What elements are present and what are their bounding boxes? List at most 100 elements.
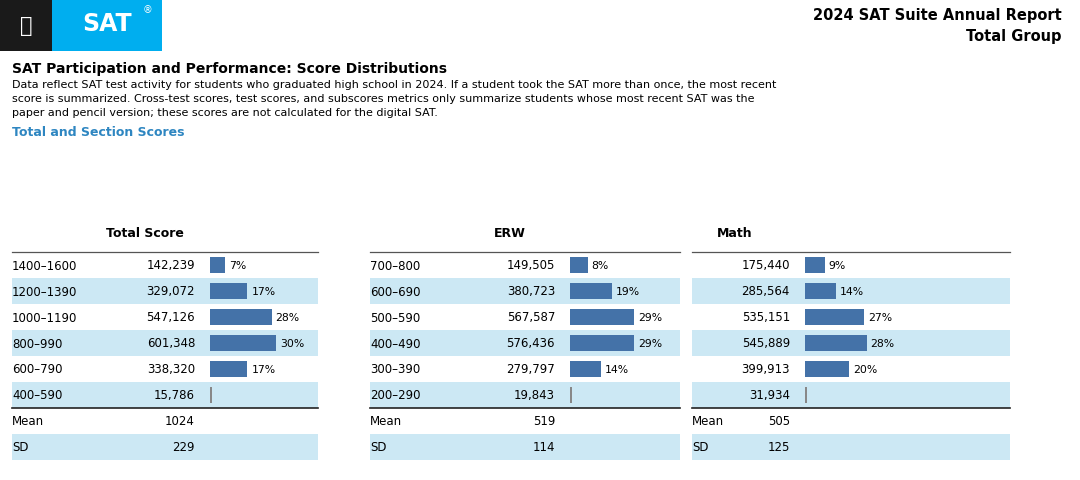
Text: 29%: 29%: [638, 338, 662, 348]
Text: 31,934: 31,934: [750, 389, 789, 402]
Text: 149,505: 149,505: [507, 259, 555, 272]
Text: 600–690: 600–690: [370, 285, 420, 298]
Bar: [805, 362, 849, 377]
Text: SAT Participation and Performance: Score Distributions: SAT Participation and Performance: Score…: [12, 62, 447, 76]
Text: 14%: 14%: [840, 287, 864, 296]
Bar: [210, 362, 247, 377]
Bar: [12, 382, 318, 408]
Text: 329,072: 329,072: [147, 285, 195, 298]
Text: 8%: 8%: [592, 261, 609, 270]
Bar: [370, 434, 680, 460]
Text: 14%: 14%: [605, 364, 629, 374]
Text: 27%: 27%: [868, 312, 892, 323]
Bar: [570, 362, 600, 377]
Bar: [692, 382, 1010, 408]
Text: Data reflect SAT test activity for students who graduated high school in 2024. I: Data reflect SAT test activity for stude…: [12, 80, 777, 90]
Bar: [570, 258, 588, 273]
Text: ERW: ERW: [494, 227, 526, 240]
Text: 400–490: 400–490: [370, 337, 420, 350]
Text: 279,797: 279,797: [507, 363, 555, 376]
Text: 142,239: 142,239: [147, 259, 195, 272]
Text: 229: 229: [173, 441, 195, 454]
Text: Mean: Mean: [692, 415, 724, 428]
Bar: [210, 388, 212, 403]
Text: 700–800: 700–800: [370, 259, 420, 272]
Bar: [692, 330, 1010, 356]
Bar: [210, 284, 247, 299]
Text: 7%: 7%: [229, 261, 246, 270]
Text: Mean: Mean: [12, 415, 44, 428]
Bar: [12, 278, 318, 304]
Text: SAT: SAT: [82, 12, 132, 36]
Text: 1200–1390: 1200–1390: [12, 285, 78, 298]
Text: 28%: 28%: [870, 338, 894, 348]
Bar: [805, 284, 836, 299]
Text: 545,889: 545,889: [742, 337, 789, 350]
Bar: [805, 388, 807, 403]
Bar: [210, 310, 271, 325]
Bar: [692, 434, 1010, 460]
Text: 519: 519: [532, 415, 555, 428]
Text: 9%: 9%: [828, 261, 846, 270]
Text: Total and Section Scores: Total and Section Scores: [12, 126, 185, 139]
Text: 20%: 20%: [853, 364, 877, 374]
Text: 500–590: 500–590: [370, 311, 420, 324]
Text: 400–590: 400–590: [12, 389, 63, 402]
Bar: [370, 278, 680, 304]
Text: Math: Math: [717, 227, 753, 240]
Text: 380,723: 380,723: [507, 285, 555, 298]
Text: ⛨: ⛨: [19, 16, 32, 36]
Text: paper and pencil version; these scores are not calculated for the digital SAT.: paper and pencil version; these scores a…: [12, 108, 437, 118]
Text: SD: SD: [692, 441, 708, 454]
Text: 2024 SAT Suite Annual Report
Total Group: 2024 SAT Suite Annual Report Total Group: [813, 8, 1062, 44]
Text: SD: SD: [370, 441, 387, 454]
Bar: [570, 388, 572, 403]
Bar: [805, 310, 864, 325]
Text: 300–390: 300–390: [370, 363, 420, 376]
Text: 17%: 17%: [252, 364, 275, 374]
Bar: [210, 258, 226, 273]
Text: 175,440: 175,440: [742, 259, 789, 272]
Bar: [370, 330, 680, 356]
Bar: [52, 0, 162, 52]
Text: ®: ®: [143, 5, 152, 15]
Text: 601,348: 601,348: [147, 337, 195, 350]
Bar: [0, 0, 52, 52]
Text: 1400–1600: 1400–1600: [12, 259, 78, 272]
Bar: [805, 258, 825, 273]
Text: Total Score: Total Score: [106, 227, 184, 240]
Text: 285,564: 285,564: [742, 285, 789, 298]
Text: 19%: 19%: [616, 287, 640, 296]
Text: 19,843: 19,843: [514, 389, 555, 402]
Bar: [370, 382, 680, 408]
Text: 1024: 1024: [165, 415, 195, 428]
Text: 567,587: 567,587: [507, 311, 555, 324]
Text: 200–290: 200–290: [370, 389, 420, 402]
Text: 505: 505: [768, 415, 789, 428]
Text: 547,126: 547,126: [147, 311, 195, 324]
Text: 800–990: 800–990: [12, 337, 63, 350]
Text: 125: 125: [768, 441, 789, 454]
Bar: [570, 336, 634, 351]
Text: Mean: Mean: [370, 415, 402, 428]
Bar: [570, 284, 611, 299]
Text: 28%: 28%: [275, 312, 300, 323]
Text: score is summarized. Cross-test scores, test scores, and subscores metrics only : score is summarized. Cross-test scores, …: [12, 94, 755, 104]
Text: 30%: 30%: [280, 338, 305, 348]
Text: SD: SD: [12, 441, 28, 454]
Text: 15,786: 15,786: [154, 389, 195, 402]
Text: 535,151: 535,151: [742, 311, 789, 324]
Bar: [805, 336, 866, 351]
Text: 29%: 29%: [638, 312, 662, 323]
Text: 600–790: 600–790: [12, 363, 63, 376]
Text: 1000–1190: 1000–1190: [12, 311, 78, 324]
Bar: [570, 310, 634, 325]
Text: 114: 114: [532, 441, 555, 454]
Text: 338,320: 338,320: [147, 363, 195, 376]
Bar: [692, 278, 1010, 304]
Text: 576,436: 576,436: [507, 337, 555, 350]
Bar: [12, 434, 318, 460]
Text: 399,913: 399,913: [742, 363, 789, 376]
Text: 17%: 17%: [252, 287, 275, 296]
Bar: [210, 336, 276, 351]
